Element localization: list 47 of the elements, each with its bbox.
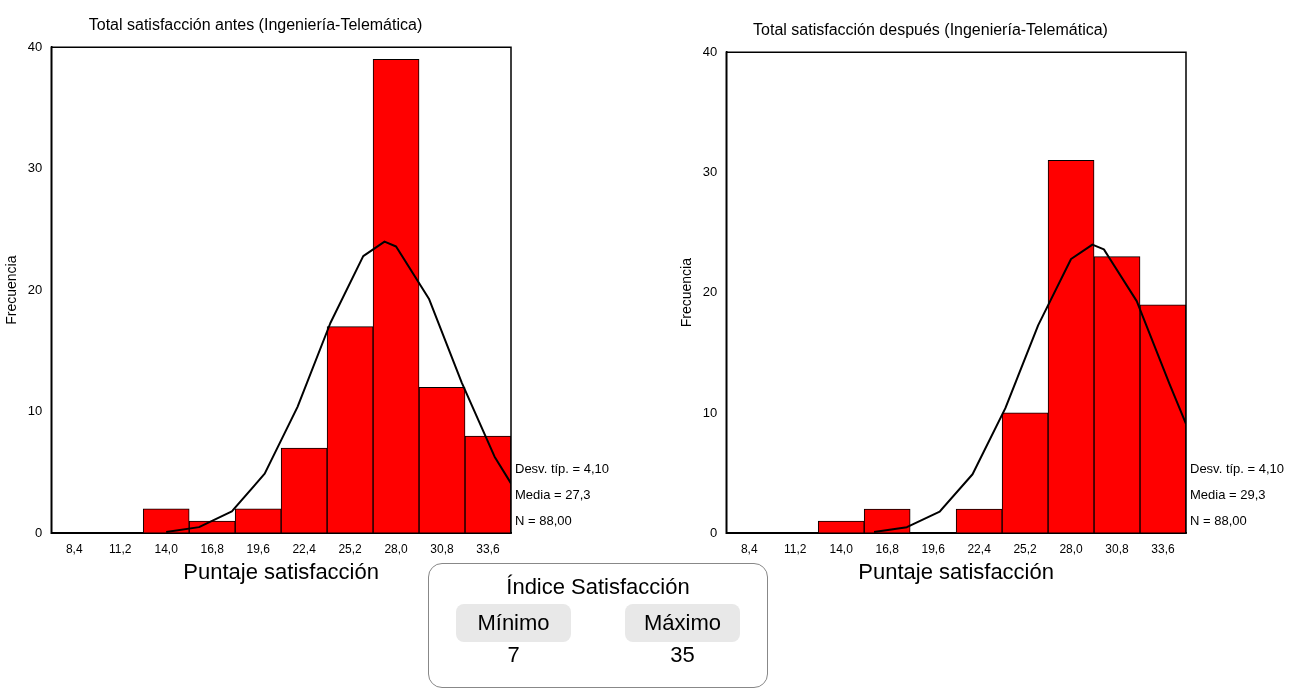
text: Desv. típ. = 4,10 <box>515 460 610 476</box>
x-tick-label: 11,2 <box>108 541 132 556</box>
x-tick-label: 25,2 <box>1013 541 1038 556</box>
chart-title: Total satisfacción después (Ingeniería-Telemática) <box>753 21 1108 39</box>
text: 7 <box>506 642 521 668</box>
y-tick-label: 40 <box>702 43 718 59</box>
x-tick-label: 14,0 <box>154 541 179 556</box>
text: N = 88,00 <box>1190 512 1247 528</box>
text: Máximo <box>625 604 740 642</box>
x-tick-label: 30,8 <box>1105 541 1130 556</box>
text: Mínimo <box>456 604 571 642</box>
x-tick-label: 33,6 <box>1151 541 1176 556</box>
x-axis-title: Puntaje satisfacción <box>183 558 379 584</box>
chart-title: Total satisfacción antes (Ingeniería-Telemática) <box>88 16 423 34</box>
y-axis-title: Frecuencia <box>678 257 695 328</box>
text: Desv. típ. = 4,10 <box>1190 460 1285 476</box>
x-tick-label: 28,0 <box>384 541 409 556</box>
y-tick-label: 10 <box>27 403 43 419</box>
x-tick-label: 16,8 <box>200 541 225 556</box>
text: Índice Satisfacción <box>505 574 691 600</box>
x-tick-label: 33,6 <box>476 541 501 556</box>
x-tick-label: 11,2 <box>783 541 807 556</box>
text: Media = 27,3 <box>515 486 591 502</box>
y-tick-label: 0 <box>35 524 43 540</box>
text: N = 88,00 <box>515 512 572 528</box>
x-tick-label: 19,6 <box>246 541 271 556</box>
y-tick-label: 20 <box>702 284 718 300</box>
y-tick-label: 30 <box>27 160 43 176</box>
x-tick-label: 22,4 <box>967 541 992 556</box>
x-tick-label: 14,0 <box>829 541 854 556</box>
y-tick-label: 40 <box>27 38 43 54</box>
x-axis-title: Puntaje satisfacción <box>858 558 1054 584</box>
text: 35 <box>669 642 696 668</box>
text: Media = 29,3 <box>1190 486 1266 502</box>
x-tick-label: 25,2 <box>338 541 363 556</box>
y-tick-label: 0 <box>710 524 718 540</box>
x-tick-label: 28,0 <box>1059 541 1084 556</box>
x-tick-label: 8,4 <box>65 541 83 556</box>
x-tick-label: 16,8 <box>875 541 900 556</box>
y-tick-label: 20 <box>27 281 43 297</box>
x-tick-label: 8,4 <box>740 541 758 556</box>
x-tick-label: 30,8 <box>430 541 455 556</box>
x-tick-label: 19,6 <box>921 541 946 556</box>
y-tick-label: 30 <box>702 164 718 180</box>
x-tick-label: 22,4 <box>292 541 317 556</box>
y-axis-title: Frecuencia <box>3 255 20 325</box>
y-tick-label: 10 <box>702 404 718 420</box>
